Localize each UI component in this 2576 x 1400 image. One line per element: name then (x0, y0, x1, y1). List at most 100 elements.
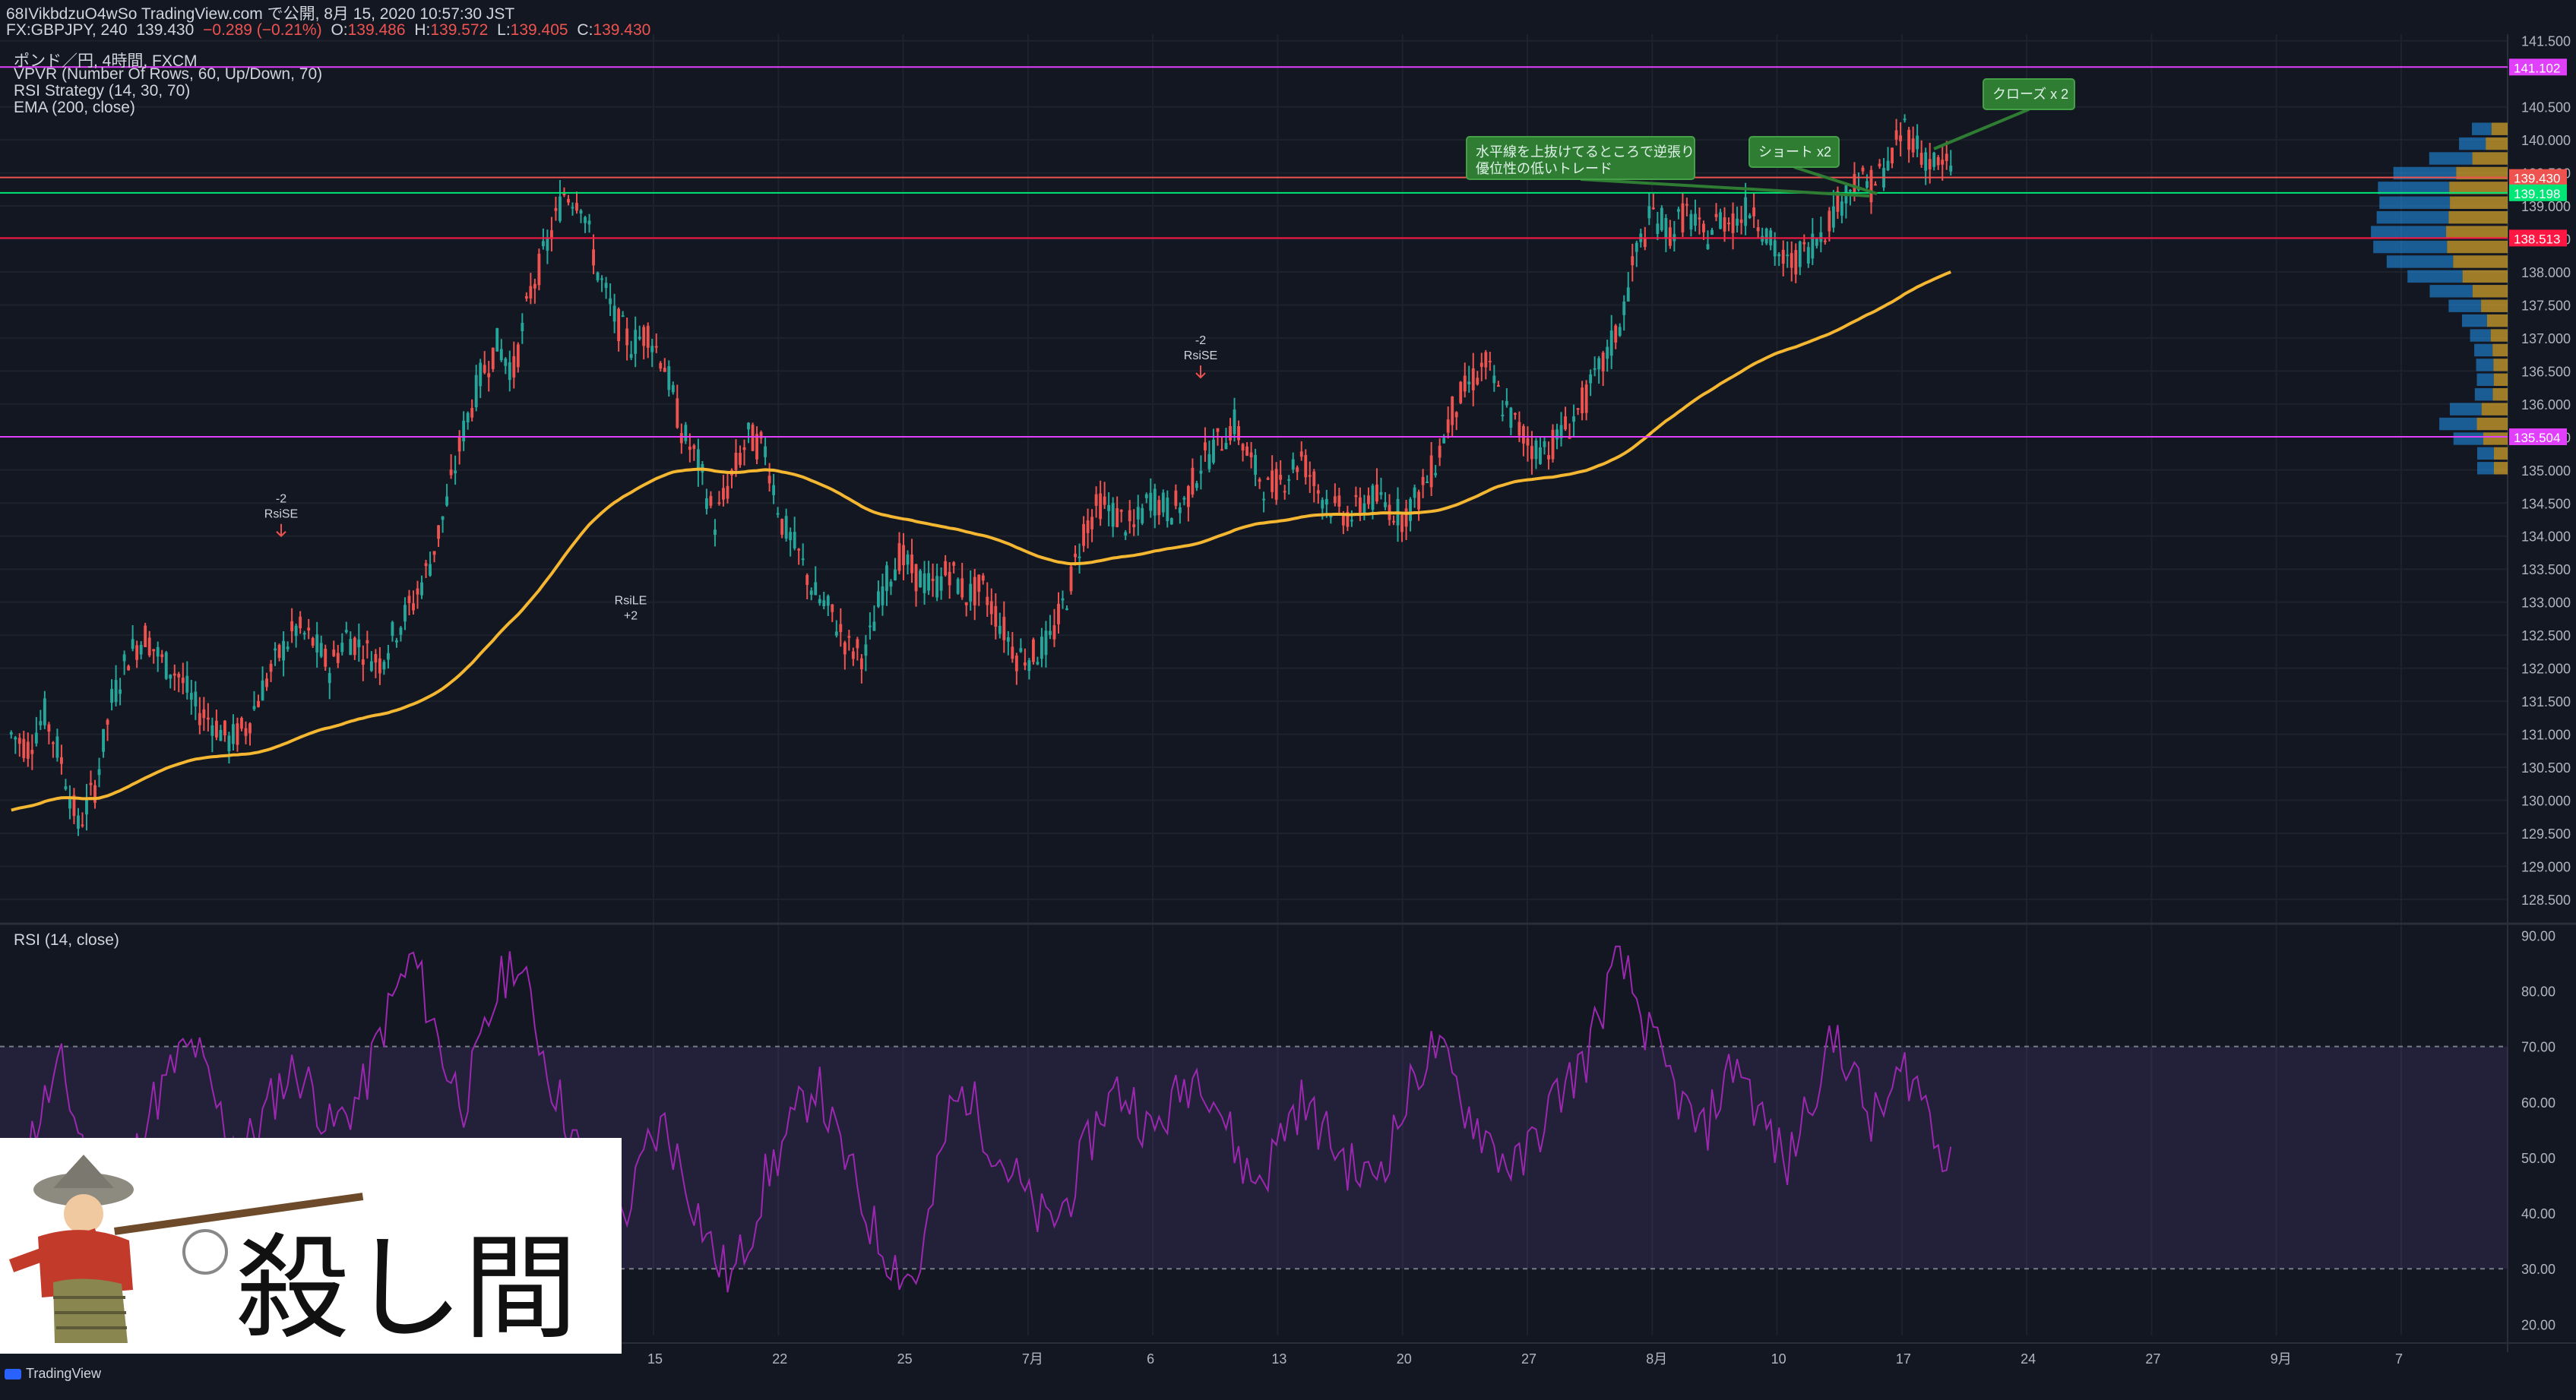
candle-body (742, 447, 746, 450)
candle-body (885, 565, 888, 591)
time-tick-label: 24 (2021, 1351, 2036, 1367)
candle-body (332, 649, 336, 656)
candle-body (931, 578, 935, 581)
rsi-tick-label: 80.00 (2521, 984, 2555, 999)
candle-body (549, 230, 553, 239)
candle-body (114, 680, 118, 703)
candle-body (767, 476, 771, 484)
candle-body (1044, 630, 1048, 656)
candle-body (1341, 515, 1345, 526)
legend-ema[interactable]: EMA (200, close) (14, 99, 135, 116)
candle-body (1501, 414, 1505, 416)
candle-body (537, 254, 541, 286)
candle-body (1065, 608, 1068, 610)
candle-body (1031, 639, 1035, 662)
candle-body (189, 693, 193, 700)
price-tick-label: 129.500 (2521, 826, 2571, 842)
candle-body (1174, 490, 1178, 506)
candle-body (1744, 197, 1748, 226)
candle-body (369, 661, 373, 672)
candle-body (1756, 227, 1760, 232)
price-label-text: 139.430 (2514, 172, 2560, 186)
candle-body (47, 724, 51, 732)
vpvr-bar-down (2494, 447, 2508, 460)
candle-body (1224, 443, 1228, 450)
candle-body (1375, 484, 1378, 502)
candle-body (349, 639, 353, 656)
price-tick-label: 137.000 (2521, 331, 2571, 346)
candle-body (1710, 229, 1714, 235)
candle-body (809, 590, 813, 595)
candle-body (1857, 188, 1860, 191)
candle-body (1589, 374, 1593, 384)
candle-body (1886, 160, 1890, 171)
candle-body (843, 642, 847, 655)
candle-body (319, 643, 323, 657)
candle-body (1539, 447, 1542, 464)
rsi-tick-label: 90.00 (2521, 928, 2555, 943)
candle-body (1530, 446, 1533, 460)
candle-body (533, 283, 536, 289)
candle-body (629, 354, 633, 359)
legend-rsi-strategy[interactable]: RSI Strategy (14, 30, 70) (14, 82, 191, 100)
candle-body (457, 436, 461, 452)
signal-label: RsiSE (1184, 349, 1217, 362)
candle-body (1840, 201, 1843, 216)
candle-body (1141, 507, 1144, 523)
candle-body (386, 653, 390, 660)
vpvr-bar-up (2393, 166, 2457, 180)
candle-body (1446, 419, 1450, 433)
candle-body (1936, 156, 1940, 166)
candle-body (1006, 637, 1010, 642)
candle-body (1748, 215, 1752, 218)
candle-body (805, 574, 809, 585)
candle-body (119, 689, 122, 694)
candle-body (102, 728, 105, 752)
candle-body (1245, 446, 1249, 456)
candle-body (223, 720, 226, 736)
candle-body (282, 640, 286, 661)
candle-body (77, 815, 80, 829)
candle-body (1191, 467, 1195, 495)
candle-body (315, 634, 319, 653)
signal-label: RsiLE (615, 594, 647, 607)
candle-body (424, 563, 428, 567)
candle-body (1086, 520, 1090, 533)
candle-body (1899, 135, 1903, 141)
vpvr-bar-down (2491, 122, 2508, 135)
vpvr-bar-up (2386, 255, 2454, 268)
candle-body (964, 602, 968, 605)
candle-body (1296, 467, 1299, 472)
vpvr-bar-down (2493, 359, 2508, 371)
candle-body (495, 327, 499, 352)
legend-title[interactable]: ポンド／円, 4時間, FXCM (14, 52, 198, 70)
candle-body (64, 786, 68, 789)
rifleman-logo: 殺し間 (8, 1155, 578, 1355)
candle-body (559, 196, 562, 221)
legend-vpvr[interactable]: VPVR (Number Of Rows, 60, Up/Down, 70) (14, 65, 323, 83)
candle-body (688, 446, 691, 450)
candle-body (621, 315, 625, 318)
candle-body (969, 583, 973, 602)
candle-body (1656, 223, 1660, 234)
legend-rsi-pane[interactable]: RSI (14, close) (14, 931, 119, 949)
candle-body (1559, 425, 1563, 439)
price-label-text: 135.504 (2514, 431, 2560, 445)
candle-body (382, 662, 386, 670)
candle-body (1866, 181, 1869, 188)
candle-body (1786, 254, 1790, 257)
time-tick-label: 7月 (1022, 1351, 1043, 1367)
brand-footer[interactable]: TradingView (5, 1366, 101, 1382)
candle-body (998, 625, 1002, 634)
candle-body (1911, 138, 1915, 153)
candle-body (1606, 346, 1609, 359)
candle-body (1216, 428, 1220, 432)
candle-body (1078, 556, 1081, 558)
candle-body (1333, 496, 1337, 504)
vpvr-bar-up (2379, 196, 2451, 209)
candle-body (1090, 517, 1094, 529)
candle-body (671, 384, 675, 393)
vpvr-bar-up (2476, 373, 2494, 386)
candle-body (1454, 412, 1458, 418)
